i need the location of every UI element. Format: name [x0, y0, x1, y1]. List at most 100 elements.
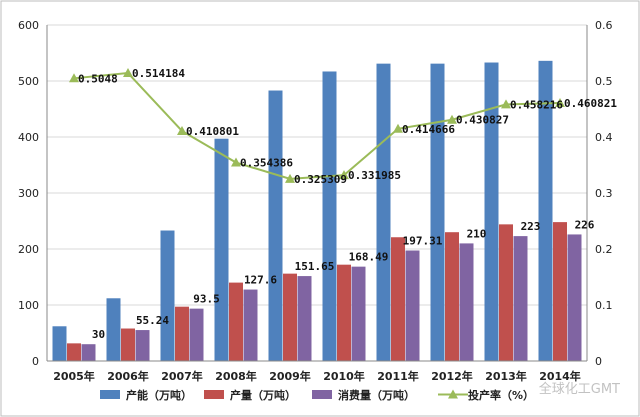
line-point — [123, 68, 133, 78]
y-left-tick-label: 600 — [18, 19, 39, 32]
y-right-tick-label: 0.5 — [595, 75, 613, 88]
bar — [121, 328, 135, 361]
bar — [391, 237, 405, 361]
bar — [297, 276, 312, 361]
y-left-tick-label: 300 — [18, 187, 39, 200]
bar — [553, 222, 567, 361]
line-data-label: 0.410801 — [186, 125, 239, 138]
line-data-label: 0.460821 — [564, 97, 617, 110]
bar-data-label: 210 — [467, 227, 487, 240]
line-data-label: 0.458216 — [510, 98, 563, 111]
bars — [52, 60, 582, 362]
line-data-label: 0.414666 — [402, 123, 455, 136]
bar — [405, 250, 420, 361]
bar — [459, 243, 474, 361]
line-path — [73, 72, 561, 180]
x-tick-label: 2013年 — [485, 369, 527, 383]
y-left-tick-label: 500 — [18, 75, 39, 88]
x-tick-label: 2007年 — [161, 369, 203, 383]
bar-data-label: 226 — [575, 218, 595, 231]
line-point — [555, 97, 565, 107]
y-left-tick-label: 400 — [18, 131, 39, 144]
line-data-label: 0.430827 — [456, 114, 509, 127]
bar — [445, 232, 459, 361]
x-tick-label: 2006年 — [107, 369, 149, 383]
line-point — [231, 157, 241, 167]
bar — [513, 236, 528, 361]
watermark-text: 全球化工GMT — [539, 381, 620, 397]
x-tick-label: 2005年 — [53, 369, 95, 383]
x-tick-label: 2010年 — [323, 369, 365, 383]
bar — [430, 63, 445, 361]
bar — [175, 306, 189, 361]
bar — [160, 230, 175, 361]
bar — [337, 264, 351, 361]
line-point — [285, 173, 295, 183]
legend-label: 产量（万吨） — [230, 388, 296, 402]
bar — [214, 138, 229, 361]
bar — [135, 330, 150, 361]
line-data-label: 0.354386 — [240, 157, 293, 170]
bar-data-label: 197.31 — [403, 235, 443, 248]
x-tick-label: 2014年 — [539, 369, 581, 383]
legend-label: 产能（万吨） — [126, 388, 192, 402]
line-data-label: 0.325309 — [294, 173, 347, 186]
bar-data-label: 223 — [521, 220, 541, 233]
bar-data-label: 127.6 — [244, 274, 277, 287]
y-left-tick-label: 200 — [18, 243, 39, 256]
y-left-tick-label: 0 — [32, 355, 39, 368]
x-tick-label: 2009年 — [269, 369, 311, 383]
bar-data-label: 30 — [92, 328, 105, 341]
y-right-tick-label: 0.4 — [595, 131, 613, 144]
bar — [243, 289, 258, 361]
y-right-tick-label: 0 — [595, 355, 602, 368]
bar-data-label: 93.5 — [193, 293, 220, 306]
legend: 产能（万吨） 产量（万吨） 消费量（万吨） 投产率（%） — [100, 388, 534, 402]
line-data-label: 0.514184 — [132, 67, 185, 80]
line-series — [69, 68, 565, 183]
bar — [499, 224, 513, 361]
line-point — [501, 99, 511, 109]
data-labels: 30 55.24 93.5 127.6 151.65 168.49 197.31 210 223… — [78, 67, 617, 341]
legend-swatch — [100, 390, 120, 399]
bar — [67, 343, 81, 361]
bar — [351, 266, 366, 361]
bar — [376, 63, 391, 361]
y-right-tick-label: 0.3 — [595, 187, 613, 200]
bar-data-label: 55.24 — [136, 314, 169, 327]
line-data-label: 0.5048 — [78, 72, 118, 85]
legend-swatch — [312, 390, 332, 399]
line-data-label: 0.331985 — [348, 169, 401, 182]
bar — [322, 71, 337, 361]
line-point — [393, 123, 403, 133]
legend-label: 消费量（万吨） — [338, 388, 415, 402]
bar — [106, 298, 121, 361]
bar-data-label: 168.49 — [349, 251, 389, 264]
y-right-tick-label: 0.6 — [595, 19, 613, 32]
y-right-tick-label: 0.2 — [595, 243, 613, 256]
x-tick-label: 2012年 — [431, 369, 473, 383]
bar — [484, 62, 499, 362]
line-point — [339, 170, 349, 180]
bar — [268, 90, 283, 362]
x-tick-label: 2011年 — [377, 369, 419, 383]
line-point — [177, 125, 187, 135]
bar — [229, 282, 243, 361]
legend-swatch-marker — [448, 389, 458, 399]
legend-swatch — [204, 390, 224, 399]
line-point — [69, 73, 79, 83]
bar — [283, 273, 297, 361]
y-right-tick-label: 0.1 — [595, 299, 613, 312]
y-left-tick-label: 100 — [18, 299, 39, 312]
legend-label: 投产率（%） — [468, 388, 534, 402]
bar — [189, 308, 204, 361]
bar — [52, 326, 67, 361]
watermark: 全球化工GMT — [539, 381, 620, 397]
bar — [81, 344, 96, 361]
bar — [538, 60, 553, 362]
bar-data-label: 151.65 — [295, 260, 335, 273]
x-tick-label: 2008年 — [215, 369, 257, 383]
line-point — [447, 114, 457, 124]
